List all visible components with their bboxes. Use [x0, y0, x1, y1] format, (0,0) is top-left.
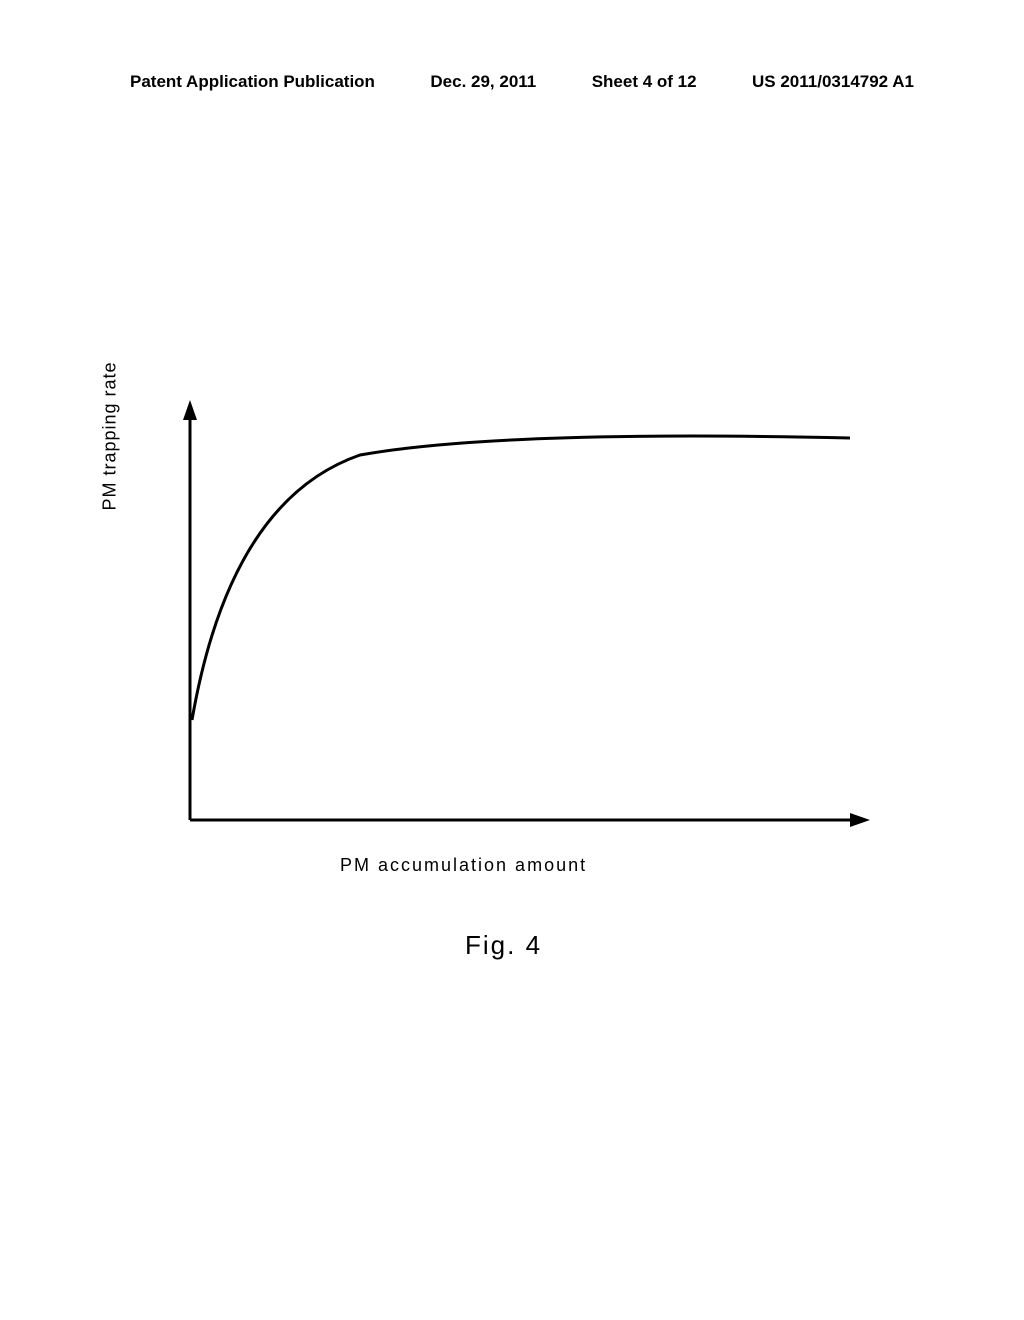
chart-svg — [180, 400, 870, 830]
document-header: Patent Application Publication Dec. 29, … — [0, 72, 1024, 92]
x-axis-label: PM accumulation amount — [340, 855, 587, 876]
doc-number: US 2011/0314792 A1 — [752, 72, 914, 92]
publication-type: Patent Application Publication — [130, 72, 375, 92]
y-axis-label: PM trapping rate — [100, 361, 121, 510]
sheet-info: Sheet 4 of 12 — [592, 72, 697, 92]
y-axis-arrow — [183, 400, 197, 420]
figure-label: Fig. 4 — [465, 930, 542, 961]
chart-area — [180, 400, 870, 830]
curve-line — [192, 436, 850, 720]
x-axis-arrow — [850, 813, 870, 827]
publication-date: Dec. 29, 2011 — [430, 72, 536, 92]
